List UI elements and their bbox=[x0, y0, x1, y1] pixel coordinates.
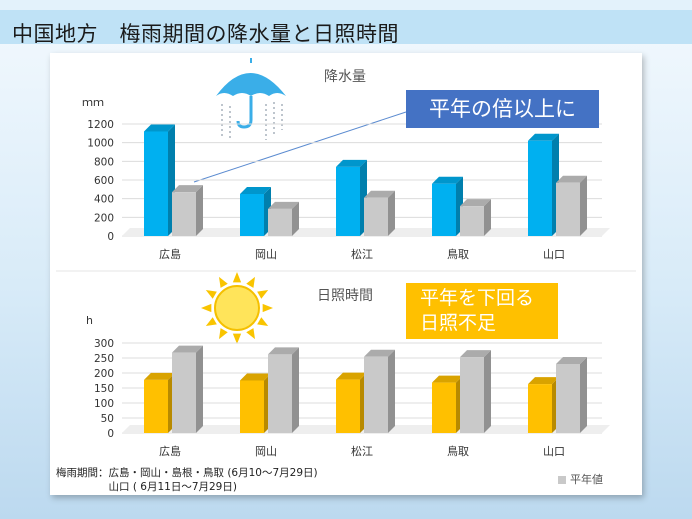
legend-label: 平年値 bbox=[570, 473, 603, 486]
bar-value bbox=[528, 377, 559, 433]
bar-value bbox=[336, 372, 367, 433]
title-bar: 中国地方 梅雨期間の降水量と日照時間 bbox=[0, 0, 692, 46]
bar-normal bbox=[364, 190, 395, 236]
rain-chart: 0 200 400 600 800 1000 1200 降水量 ｍｍ 広島 岡山 松江 鳥取 山口 bbox=[82, 69, 610, 261]
bar-normal bbox=[556, 175, 587, 236]
bar-normal bbox=[172, 345, 203, 433]
y-tick-label: 250 bbox=[94, 353, 114, 365]
y-tick-label: 400 bbox=[94, 194, 114, 206]
sun-icon bbox=[201, 272, 273, 344]
footnote-line2: 山口 ( 6月11日〜7月29日) bbox=[56, 481, 237, 493]
y-tick-label: 0 bbox=[107, 231, 114, 243]
bar-normal bbox=[364, 349, 395, 433]
y-axis-label: h bbox=[86, 314, 93, 327]
sun-callout: 平年を下回る 日照不足 bbox=[406, 283, 558, 339]
bar-normal bbox=[460, 199, 491, 236]
y-tick-label: 300 bbox=[94, 338, 114, 350]
x-tick-label: 広島 bbox=[159, 444, 181, 458]
bar-normal bbox=[460, 350, 491, 433]
callout-pointer bbox=[193, 111, 407, 183]
x-tick-label: 広島 bbox=[159, 247, 181, 261]
legend-swatch bbox=[558, 476, 566, 484]
footnote-line1: 梅雨期間：広島・岡山・島根・鳥取 (6月10〜7月29日) bbox=[56, 467, 318, 479]
bar-value bbox=[432, 176, 463, 236]
bar-value bbox=[240, 373, 271, 433]
y-tick-label: 150 bbox=[94, 383, 114, 395]
y-tick-label: 600 bbox=[94, 175, 114, 187]
y-tick-label: 200 bbox=[94, 368, 114, 380]
x-tick-label: 山口 bbox=[543, 248, 565, 261]
y-axis-label: ｍｍ bbox=[82, 96, 104, 109]
bar-normal bbox=[268, 347, 299, 433]
sun-callout-line2: 日照不足 bbox=[420, 312, 497, 334]
x-tick-label: 松江 bbox=[351, 247, 373, 261]
bar-value bbox=[432, 375, 463, 433]
x-tick-label: 鳥取 bbox=[447, 444, 469, 458]
x-tick-label: 山口 bbox=[543, 445, 565, 458]
bar-value bbox=[240, 187, 271, 236]
x-tick-label: 鳥取 bbox=[447, 247, 469, 261]
x-tick-label: 岡山 bbox=[255, 248, 277, 261]
x-tick-label: 松江 bbox=[351, 444, 373, 458]
bar-value bbox=[144, 124, 175, 236]
bar-normal bbox=[172, 185, 203, 236]
bar-value bbox=[336, 159, 367, 236]
y-tick-label: 800 bbox=[94, 156, 114, 168]
chart-title: 降水量 bbox=[324, 69, 366, 85]
footnote: 梅雨期間：広島・岡山・島根・鳥取 (6月10〜7月29日) 山口 ( 6月11日… bbox=[56, 466, 318, 494]
sun-chart: 0 50 100 150 200 250 300 日照時間 h 広島 岡山 松江 鳥取 山口 bbox=[86, 288, 610, 458]
legend: 平年値 bbox=[558, 471, 603, 487]
y-tick-label: 1200 bbox=[87, 119, 114, 131]
y-tick-label: 1000 bbox=[87, 138, 114, 150]
chart-title: 日照時間 bbox=[317, 288, 373, 304]
x-tick-label: 岡山 bbox=[255, 445, 277, 458]
rain-callout: 平年の倍以上に bbox=[406, 90, 599, 128]
y-tick-label: 100 bbox=[94, 398, 114, 410]
bar-normal bbox=[268, 201, 299, 236]
sun-callout-line1: 平年を下回る bbox=[420, 287, 535, 309]
page-title: 中国地方 梅雨期間の降水量と日照時間 bbox=[12, 22, 399, 46]
y-tick-label: 50 bbox=[101, 413, 114, 425]
y-tick-label: 0 bbox=[107, 428, 114, 440]
bar-value bbox=[528, 133, 559, 236]
y-tick-label: 200 bbox=[94, 212, 114, 224]
umbrella-rain-icon bbox=[216, 58, 286, 140]
bar-normal bbox=[556, 357, 587, 433]
bar-value bbox=[144, 372, 175, 433]
